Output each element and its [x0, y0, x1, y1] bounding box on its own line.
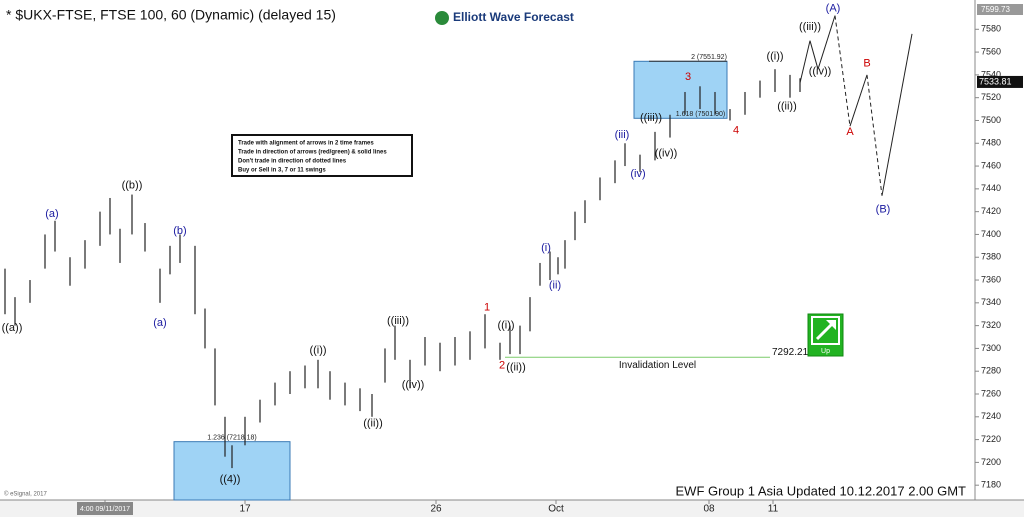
y-tick-label: 7560 [981, 46, 1001, 56]
x-tick-label: 11 [768, 504, 779, 515]
y-tick-label: 7380 [981, 252, 1001, 262]
invalidation-value: 7292.21 [772, 347, 809, 358]
wave-label: ((ii)) [777, 101, 797, 113]
top-price: 7599.73 [981, 5, 1010, 14]
wave-label: 3 [685, 71, 691, 83]
signal-label: Up [821, 348, 830, 355]
rules-line: Don't trade in direction of dotted lines [238, 159, 347, 165]
y-tick-label: 7180 [981, 480, 1001, 490]
wave-label: ((iv)) [809, 65, 832, 77]
wave-label: ((iii)) [387, 315, 409, 327]
fib-label: 1.618 (7501.90) [676, 111, 725, 118]
projection-path [834, 15, 851, 127]
copyright: © eSignal, 2017 [4, 491, 47, 498]
wave-label: (a) [153, 317, 166, 329]
signal-arrowhead [826, 320, 836, 330]
projection-path [799, 40, 811, 83]
last-price-flag [977, 75, 1023, 88]
y-tick-label: 7440 [981, 183, 1001, 193]
wave-label: A [846, 126, 854, 138]
wave-label: (b) [173, 225, 186, 237]
projection-path [849, 74, 868, 127]
y-tick-label: 7260 [981, 388, 1001, 398]
projection-path [817, 15, 836, 70]
y-tick-label: 7300 [981, 343, 1001, 353]
projection-path [809, 40, 819, 70]
wave-label: ((b)) [122, 179, 143, 191]
x-tick-label: Oct [548, 504, 564, 515]
footer: EWF Group 1 Asia Updated 10.12.2017 2.00… [676, 483, 967, 498]
y-tick-label: 7340 [981, 297, 1001, 307]
y-tick-label: 7320 [981, 320, 1001, 330]
wave-label: (a) [45, 208, 58, 220]
fib-label: 1.236 (7218.18) [207, 435, 256, 442]
last-price: 7533.81 [979, 76, 1012, 86]
wave-label: 4 [733, 125, 739, 137]
y-tick-label: 7460 [981, 160, 1001, 170]
wave-label: ((i)) [497, 320, 514, 332]
y-tick-label: 7400 [981, 229, 1001, 239]
y-tick-label: 7540 [981, 69, 1001, 79]
logo: Elliott Wave Forecast [453, 10, 574, 24]
y-tick-label: 7500 [981, 115, 1001, 125]
wave-label: ((i)) [309, 345, 326, 357]
invalidation-label: Invalidation Level [619, 360, 696, 371]
wave-label: (iv) [630, 168, 645, 180]
fib-label: 2 (7551.92) [691, 54, 727, 61]
signal-inner [811, 316, 840, 345]
x-axis-strip [0, 500, 1024, 517]
x-tick-label: 17 [239, 504, 251, 515]
wave-label: ((iv)) [655, 147, 678, 159]
chart-title: * $UKX-FTSE, FTSE 100, 60 (Dynamic) (del… [6, 7, 336, 23]
rules-line: Buy or Sell in 3, 7 or 11 swings [238, 168, 326, 174]
x-tick-label: 26 [430, 504, 442, 515]
wave-label: (iii) [615, 129, 630, 141]
target-box [633, 60, 728, 119]
projection-path [881, 33, 913, 196]
wave-label: ((i)) [766, 51, 783, 63]
y-tick-label: 7420 [981, 206, 1001, 216]
projection-path [866, 74, 883, 196]
wave-label: (i) [541, 242, 551, 254]
y-tick-label: 7220 [981, 434, 1001, 444]
rules-box [231, 134, 413, 177]
wave-label: (A) [826, 3, 841, 15]
y-tick-label: 7580 [981, 24, 1001, 34]
y-tick-label: 7480 [981, 138, 1001, 148]
wave-label: B [863, 57, 870, 69]
y-tick-label: 7280 [981, 366, 1001, 376]
y-tick-label: 7360 [981, 274, 1001, 284]
wave-label: ((iii)) [799, 21, 821, 33]
wave-label: ((ii)) [506, 362, 526, 374]
wave-label: (B) [876, 203, 891, 215]
y-tick-label: 7200 [981, 457, 1001, 467]
x-tick-label: 08 [703, 504, 715, 515]
x-tick-highlight [77, 502, 133, 515]
wave-label: (ii) [549, 280, 561, 292]
wave-label: ((4)) [220, 473, 241, 485]
wave-label: ((iii)) [640, 112, 662, 124]
y-tick-label: 7520 [981, 92, 1001, 102]
logo-icon [435, 11, 449, 25]
price-flag [977, 4, 1023, 15]
wave-label: ((iv)) [402, 379, 425, 391]
x-tick-label: 4:00 09/11/2017 [80, 506, 130, 513]
rules-line: Trade in direction of arrows (red/green)… [238, 150, 387, 156]
wave-label: ((ii)) [363, 418, 383, 430]
wave-label: 2 [499, 359, 505, 371]
wave-label: 1 [484, 301, 490, 313]
y-tick-label: 7240 [981, 411, 1001, 421]
signal-box [807, 313, 844, 357]
rules-line: Trade with alignment of arrows in 2 time… [238, 141, 374, 147]
wave-label: ((a)) [2, 322, 23, 334]
